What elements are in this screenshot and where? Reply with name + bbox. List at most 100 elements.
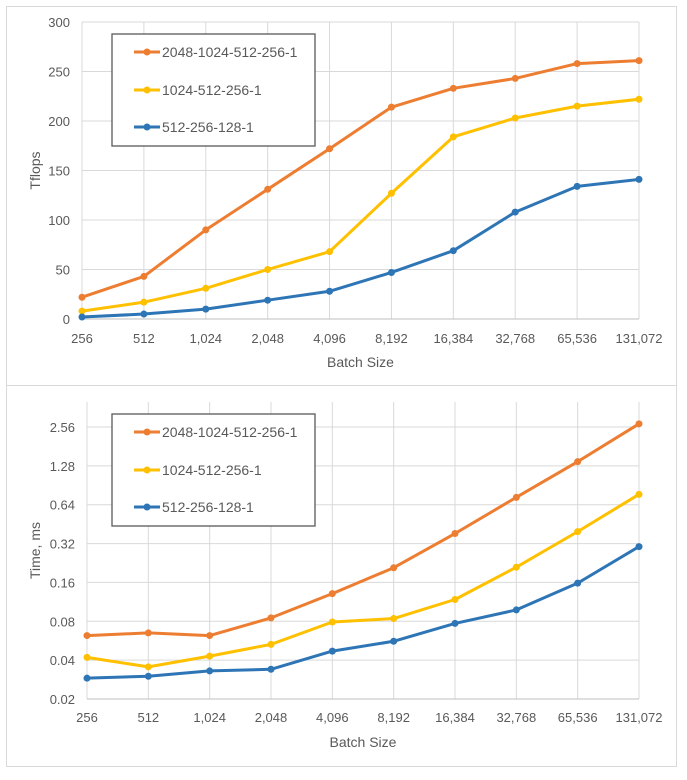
y-tick-label: 0.04 [50,653,75,668]
data-point [78,313,86,321]
y-tick-label: 0.08 [50,614,75,629]
x-tick-label: 32,768 [495,331,535,346]
data-point [78,293,86,301]
y-tick-label: 0.16 [50,575,75,590]
data-point [140,310,148,318]
legend-label: 512-256-128-1 [162,499,254,515]
y-tick-label: 0 [63,312,70,327]
data-point [512,493,520,501]
data-point [635,490,643,498]
x-tick-label: 1,024 [190,331,223,346]
data-point [451,530,459,538]
y-tick-label: 100 [48,213,70,228]
data-point [326,248,334,256]
data-point [144,663,152,671]
data-point [264,266,272,273]
legend-swatch-marker [143,503,151,511]
x-tick-label: 8,192 [375,331,408,346]
x-tick-label: 32,768 [496,710,536,725]
data-point [387,189,395,197]
data-point [574,579,582,587]
data-point [144,629,152,637]
series-1 [78,95,643,315]
data-point [206,632,214,640]
data-point [140,272,148,280]
legend-swatch-marker [143,86,151,94]
data-point [635,420,643,428]
data-point [326,145,334,153]
y-tick-label: 1.28 [50,459,75,474]
x-tick-label: 131,072 [616,331,663,346]
data-point [387,268,395,276]
x-tick-label: 4,096 [313,331,346,346]
data-point [635,175,643,183]
x-tick-label: 65,536 [558,710,598,725]
y-tick-label: 50 [56,263,70,278]
x-tick-label: 256 [76,710,98,725]
legend-swatch-marker [143,48,151,56]
data-point [390,637,398,645]
y-tick-label: 250 [48,65,70,80]
data-point [206,667,214,675]
legend-swatch-marker [143,123,151,131]
series-2 [78,175,643,321]
data-point [512,606,520,614]
legend-label: 1024-512-256-1 [162,462,262,478]
x-tick-label: 256 [71,331,93,346]
y-tick-label: 0.64 [50,498,75,513]
data-point [202,305,210,313]
data-point [449,84,457,92]
legend-swatch-marker [143,466,151,474]
data-point [573,60,581,68]
x-tick-label: 2,048 [255,710,288,725]
y-tick-label: 0.32 [50,537,75,552]
legend-label: 2048-1024-512-256-1 [162,44,298,60]
data-point [574,458,582,466]
data-point [449,247,457,255]
data-point [451,596,459,604]
x-tick-label: 65,536 [557,331,597,346]
x-tick-label: 8,192 [377,710,410,725]
legend-label: 2048-1024-512-256-1 [162,424,298,440]
x-tick-label: 131,072 [616,710,663,725]
series-1 [83,490,643,671]
series-line [80,177,641,319]
tflops-chart: 0 50 100 150 200 250 300 256 512 1,024 2,048 4,096 8… [27,15,663,370]
series-line [85,422,641,638]
legend: 2048-1024-512-256-1 1024-512-256-1 512-256… [111,413,316,527]
y-tick-label: 200 [48,114,70,129]
series-line [85,545,641,680]
y-tick-label: 150 [48,164,70,179]
data-point [449,133,457,141]
data-point [635,95,643,103]
data-point [390,615,398,623]
legend-label: 1024-512-256-1 [162,82,262,98]
data-point [202,284,210,292]
y-axis-title: Time, ms [27,522,43,579]
time-chart: 0.02 0.04 0.08 0.16 0.32 0.64 1.28 2.56 256 512 1,… [27,402,663,750]
y-tick-label: 300 [48,15,70,30]
data-point [140,298,148,306]
series-0 [83,420,643,640]
data-point [387,103,395,111]
y-tick-label: 2.56 [50,420,75,435]
x-axis-title: Batch Size [330,734,397,750]
series-0 [78,57,643,301]
data-point [83,653,91,661]
data-point [574,528,582,536]
data-point [573,182,581,190]
data-point [512,563,520,571]
series-line [80,97,641,313]
legend-label: 512-256-128-1 [162,119,254,135]
data-point [328,647,336,655]
data-point [328,618,336,626]
data-point [635,543,643,551]
data-point [144,672,152,680]
data-point [264,296,272,304]
legend: 2048-1024-512-256-1 1024-512-256-1 512-256… [111,33,316,147]
data-point [202,226,210,234]
series-2 [83,543,643,682]
data-point [390,564,398,572]
x-tick-label: 512 [133,331,155,346]
x-axis-title: Batch Size [327,354,394,370]
